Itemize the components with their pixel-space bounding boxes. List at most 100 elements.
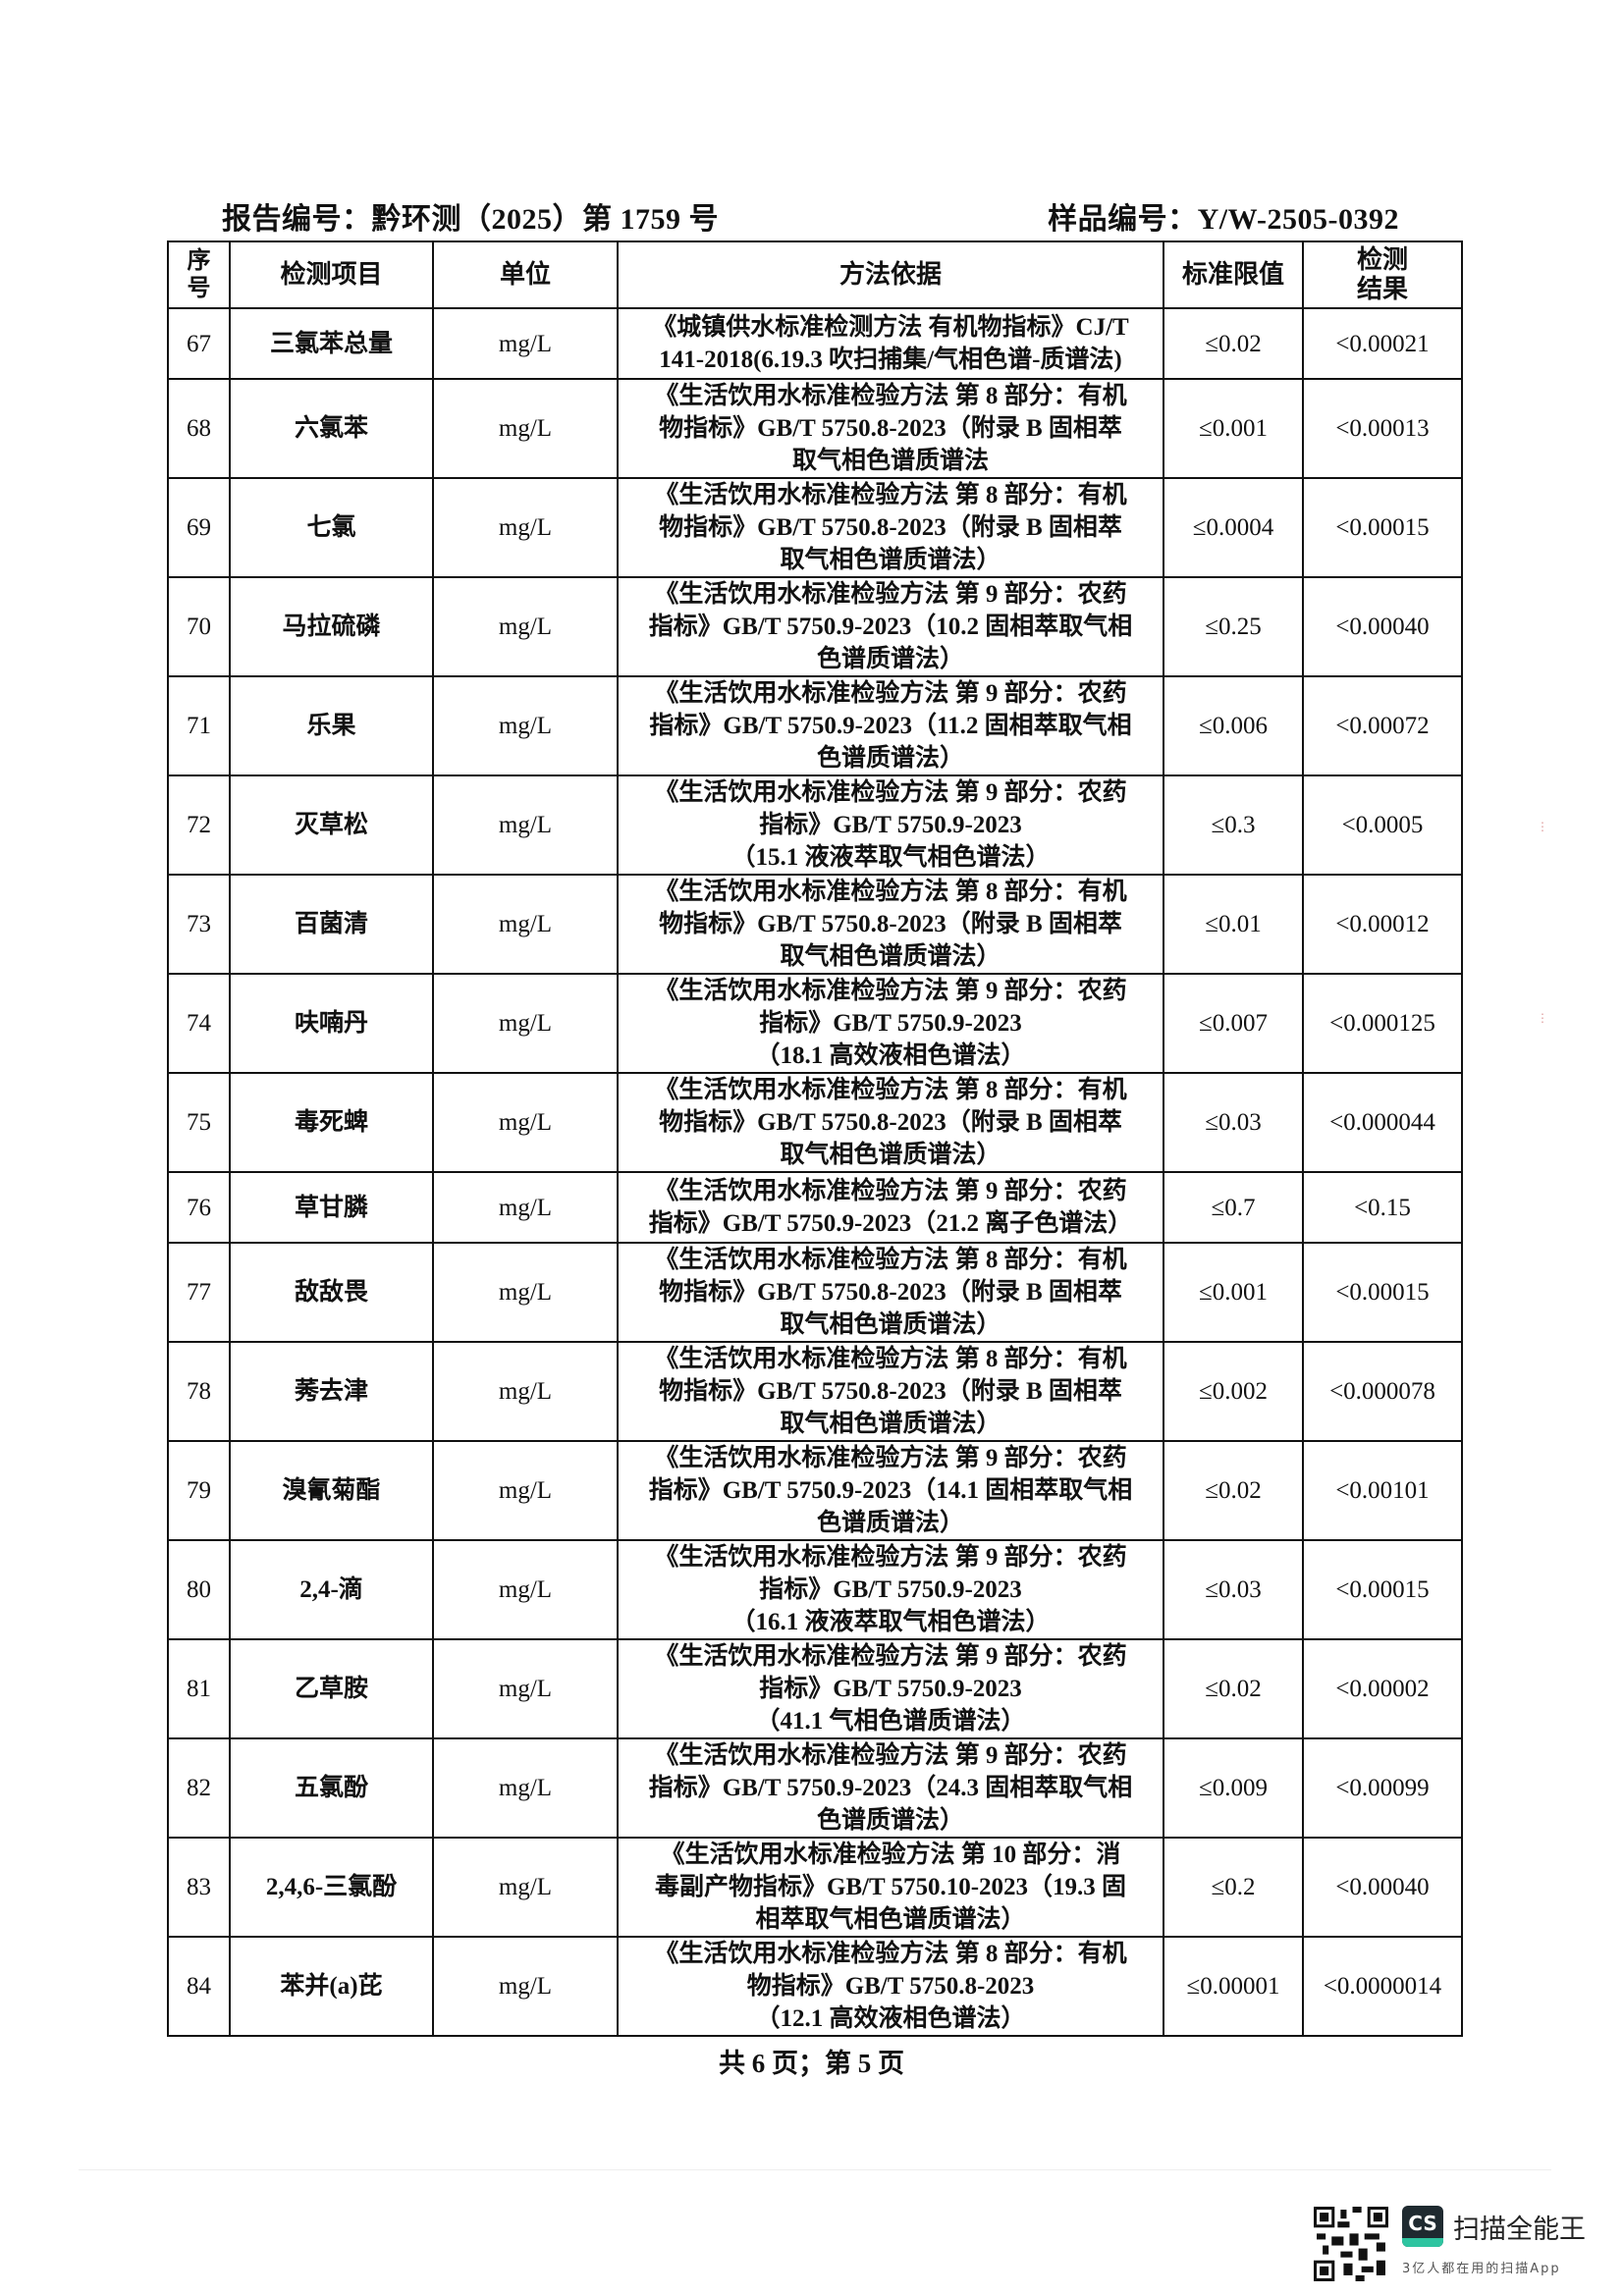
table-row: 71 乐果 mg/L 《生活饮用水标准检验方法 第 9 部分：农药 指标》GB/T 57…: [167, 675, 1463, 776]
method-basis: 《生活饮用水标准检验方法 第 9 部分：农药 指标》GB/T 5750.9-202…: [617, 1440, 1164, 1541]
row-number: 77: [167, 1242, 231, 1343]
test-item: 五氯酚: [229, 1737, 434, 1839]
row-number: 78: [167, 1341, 231, 1442]
standard-limit: ≤0.006: [1163, 675, 1304, 776]
unit: mg/L: [432, 1936, 619, 2037]
method-line: 指标》GB/T 5750.9-2023: [759, 1676, 1022, 1702]
stamp-mark: ⋮: [1537, 820, 1548, 833]
method-line: 《生活饮用水标准检验方法 第 9 部分：农药: [654, 1544, 1127, 1571]
method-line: 物指标》GB/T 5750.8-2023（附录 B 固相萃: [659, 415, 1122, 442]
method-line: 指标》GB/T 5750.9-2023: [759, 812, 1022, 838]
unit: mg/L: [432, 1638, 619, 1739]
table-row: 79 溴氰菊酯 mg/L 《生活饮用水标准检验方法 第 9 部分：农药 指标》GB/T …: [167, 1440, 1463, 1541]
test-item: 2,4,6-三氯酚: [229, 1837, 434, 1938]
method-line: （15.1 液液萃取气相色谱法）: [730, 844, 1051, 871]
unit: mg/L: [432, 576, 619, 677]
method-line: 指标》GB/T 5750.9-2023（14.1 固相萃取气相: [648, 1477, 1133, 1504]
method-line: （18.1 高效液相色谱法）: [755, 1042, 1026, 1069]
standard-limit: ≤0.007: [1163, 973, 1304, 1074]
method-line: 《生活饮用水标准检验方法 第 8 部分：有机: [654, 383, 1127, 409]
method-line: 物指标》GB/T 5750.8-2023: [746, 1973, 1035, 2000]
col-header-result: 检测结果: [1302, 240, 1463, 309]
method-line: （16.1 液液萃取气相色谱法）: [730, 1609, 1051, 1635]
method-basis: 《生活饮用水标准检验方法 第 10 部分：消 毒副产物指标》GB/T 5750.1…: [617, 1837, 1164, 1938]
row-number: 79: [167, 1440, 231, 1541]
method-line: 物指标》GB/T 5750.8-2023（附录 B 固相萃: [659, 911, 1122, 937]
table-row: 69 七氯 mg/L 《生活饮用水标准检验方法 第 8 部分：有机 物指标》GB/T 5…: [167, 477, 1463, 578]
method-line: （41.1 气相色谱质谱法）: [755, 1708, 1026, 1735]
row-number: 81: [167, 1638, 231, 1739]
test-item: 呋喃丹: [229, 973, 434, 1074]
method-basis: 《生活饮用水标准检验方法 第 9 部分：农药 指标》GB/T 5750.9-202…: [617, 576, 1164, 677]
unit: mg/L: [432, 1242, 619, 1343]
test-result: <0.00015: [1302, 1242, 1463, 1343]
method-line: 《生活饮用水标准检验方法 第 8 部分：有机: [654, 1247, 1127, 1273]
test-item: 百菌清: [229, 874, 434, 975]
method-basis: 《生活饮用水标准检验方法 第 8 部分：有机 物指标》GB/T 5750.8-20…: [617, 477, 1164, 578]
row-number: 73: [167, 874, 231, 975]
unit: mg/L: [432, 774, 619, 876]
method-line: 色谱质谱法）: [816, 1807, 964, 1834]
table-row: 75 毒死蜱 mg/L 《生活饮用水标准检验方法 第 8 部分：有机 物指标》GB/T …: [167, 1072, 1463, 1173]
standard-limit: ≤0.25: [1163, 576, 1304, 677]
test-item: 乐果: [229, 675, 434, 776]
test-item: 灭草松: [229, 774, 434, 876]
test-result: <0.00040: [1302, 576, 1463, 677]
test-result: <0.00072: [1302, 675, 1463, 776]
standard-limit: ≤0.02: [1163, 1440, 1304, 1541]
unit: mg/L: [432, 1341, 619, 1442]
row-number: 84: [167, 1936, 231, 2037]
report-number: 报告编号：黔环测（2025）第 1759 号: [222, 203, 719, 236]
method-basis: 《生活饮用水标准检验方法 第 8 部分：有机 物指标》GB/T 5750.8-20…: [617, 1936, 1164, 2037]
standard-limit: ≤0.03: [1163, 1072, 1304, 1173]
standard-limit: ≤0.03: [1163, 1539, 1304, 1640]
method-line: 毒副产物指标》GB/T 5750.10-2023（19.3 固: [654, 1874, 1127, 1900]
method-basis: 《生活饮用水标准检验方法 第 9 部分：农药 指标》GB/T 5750.9-202…: [617, 1171, 1164, 1244]
unit: mg/L: [432, 1440, 619, 1541]
method-line: 《生活饮用水标准检验方法 第 10 部分：消: [660, 1842, 1121, 1868]
test-result: <0.00015: [1302, 1539, 1463, 1640]
row-number: 70: [167, 576, 231, 677]
table-row: 83 2,4,6-三氯酚 mg/L 《生活饮用水标准检验方法 第 10 部分：消 毒副产…: [167, 1837, 1463, 1938]
method-line: 《生活饮用水标准检验方法 第 9 部分：农药: [654, 1742, 1127, 1769]
test-item: 草甘膦: [229, 1171, 434, 1244]
results-table: 序号 检测项目 单位 方法依据 标准限值 检测结果 67 三氯苯总量 mg/L 《城镇…: [167, 240, 1463, 2037]
test-result: <0.00013: [1302, 378, 1463, 479]
table-row: 73 百菌清 mg/L 《生活饮用水标准检验方法 第 8 部分：有机 物指标》GB/T …: [167, 874, 1463, 975]
test-item: 乙草胺: [229, 1638, 434, 1739]
test-item: 莠去津: [229, 1341, 434, 1442]
method-line: 《生活饮用水标准检验方法 第 9 部分：农药: [654, 680, 1127, 707]
col-header-no: 序号: [167, 240, 231, 309]
method-line: 《城镇供水标准检测方法 有机物指标》CJ/T: [652, 314, 1129, 341]
table-header-row: 序号 检测项目 单位 方法依据 标准限值 检测结果: [167, 240, 1463, 309]
method-basis: 《生活饮用水标准检验方法 第 9 部分：农药 指标》GB/T 5750.9-202…: [617, 1737, 1164, 1839]
test-item: 溴氰菊酯: [229, 1440, 434, 1541]
method-line: 指标》GB/T 5750.9-2023（11.2 固相萃取气相: [649, 713, 1132, 739]
method-line: 《生活饮用水标准检验方法 第 9 部分：农药: [654, 1643, 1127, 1670]
standard-limit: ≤0.02: [1163, 307, 1304, 380]
method-line: 物指标》GB/T 5750.8-2023（附录 B 固相萃: [659, 514, 1122, 541]
row-number: 68: [167, 378, 231, 479]
method-basis: 《生活饮用水标准检验方法 第 8 部分：有机 物指标》GB/T 5750.8-20…: [617, 378, 1164, 479]
method-line: 取气相色谱质谱法）: [780, 1311, 1001, 1338]
test-item: 苯并(a)芘: [229, 1936, 434, 2037]
table-row: 68 六氯苯 mg/L 《生活饮用水标准检验方法 第 8 部分：有机 物指标》GB/T …: [167, 378, 1463, 479]
test-item: 七氯: [229, 477, 434, 578]
camscanner-logo: CS: [1402, 2206, 1443, 2247]
col-header-limit: 标准限值: [1163, 240, 1304, 309]
table-row: 70 马拉硫磷 mg/L 《生活饮用水标准检验方法 第 9 部分：农药 指标》GB/T …: [167, 576, 1463, 677]
test-result: <0.000078: [1302, 1341, 1463, 1442]
camscanner-app-name: 扫描全能王: [1453, 2215, 1586, 2245]
col-header-unit: 单位: [432, 240, 619, 309]
test-result: <0.000044: [1302, 1072, 1463, 1173]
standard-limit: ≤0.001: [1163, 378, 1304, 479]
row-number: 82: [167, 1737, 231, 1839]
method-line: 物指标》GB/T 5750.8-2023（附录 B 固相萃: [659, 1378, 1122, 1405]
standard-limit: ≤0.3: [1163, 774, 1304, 876]
standard-limit: ≤0.009: [1163, 1737, 1304, 1839]
unit: mg/L: [432, 1737, 619, 1839]
test-result: <0.00040: [1302, 1837, 1463, 1938]
test-result: <0.000125: [1302, 973, 1463, 1074]
standard-limit: ≤0.002: [1163, 1341, 1304, 1442]
unit: mg/L: [432, 307, 619, 380]
